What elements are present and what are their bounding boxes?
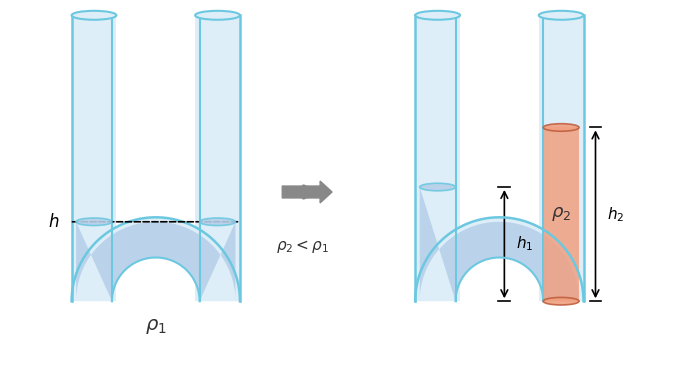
Ellipse shape — [543, 124, 579, 131]
Text: $\rho_1$: $\rho_1$ — [145, 317, 166, 335]
Text: $\rho_2$: $\rho_2$ — [551, 206, 571, 223]
Ellipse shape — [195, 11, 240, 20]
Ellipse shape — [71, 11, 116, 20]
Polygon shape — [543, 128, 579, 301]
Text: $\rho_2 < \rho_1$: $\rho_2 < \rho_1$ — [276, 238, 328, 255]
Ellipse shape — [76, 218, 112, 225]
Polygon shape — [415, 15, 460, 301]
Polygon shape — [76, 222, 236, 301]
FancyArrow shape — [282, 181, 332, 203]
Text: $h_1$: $h_1$ — [516, 235, 534, 254]
Ellipse shape — [415, 11, 460, 20]
Ellipse shape — [420, 183, 455, 191]
Ellipse shape — [543, 298, 579, 305]
Polygon shape — [415, 217, 584, 301]
Polygon shape — [420, 187, 579, 301]
Text: $h_2$: $h_2$ — [608, 205, 625, 224]
Polygon shape — [71, 217, 240, 301]
Ellipse shape — [538, 11, 584, 20]
Text: $h$: $h$ — [49, 213, 60, 231]
Polygon shape — [195, 15, 240, 301]
Polygon shape — [538, 15, 584, 301]
Polygon shape — [71, 15, 116, 301]
Ellipse shape — [200, 218, 236, 225]
